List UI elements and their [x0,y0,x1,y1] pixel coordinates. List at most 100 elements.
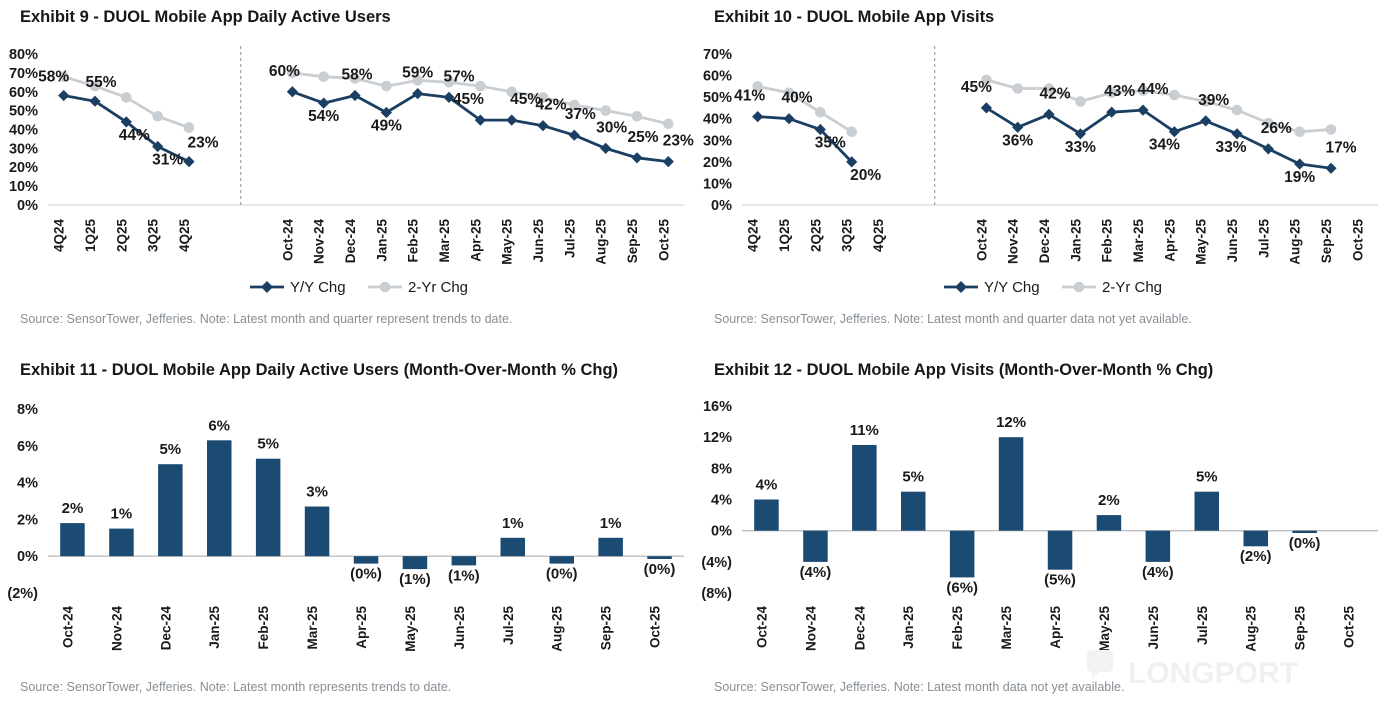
svg-text:8%: 8% [17,402,38,418]
svg-text:Aug-25: Aug-25 [594,219,609,265]
svg-text:May-25: May-25 [500,219,515,265]
svg-text:36%: 36% [1002,132,1033,149]
svg-text:Jun-25: Jun-25 [1225,219,1240,263]
svg-text:12%: 12% [703,430,732,446]
svg-text:(0%): (0%) [644,561,676,578]
svg-text:Y/Y Chg: Y/Y Chg [290,279,346,296]
svg-text:Apr-25: Apr-25 [354,606,369,649]
svg-text:Oct-25: Oct-25 [1350,219,1365,262]
svg-text:Dec-24: Dec-24 [852,606,867,651]
svg-text:20%: 20% [703,155,732,171]
svg-text:Mar-25: Mar-25 [1131,219,1146,263]
svg-text:(4%): (4%) [701,555,732,571]
svg-text:Apr-25: Apr-25 [468,219,483,262]
svg-text:Jan-25: Jan-25 [901,606,916,649]
svg-text:42%: 42% [535,97,566,114]
svg-text:42%: 42% [1039,85,1070,102]
svg-text:Apr-25: Apr-25 [1162,219,1177,262]
svg-text:Nov-24: Nov-24 [109,606,124,652]
svg-text:4%: 4% [17,476,38,492]
svg-text:2Q25: 2Q25 [114,219,129,253]
svg-text:Aug-25: Aug-25 [1288,219,1303,265]
svg-text:11%: 11% [850,422,879,439]
svg-text:Dec-24: Dec-24 [1037,219,1052,264]
svg-text:44%: 44% [1137,81,1168,98]
svg-text:60%: 60% [9,85,38,101]
svg-text:37%: 37% [565,106,596,123]
svg-text:Aug-25: Aug-25 [550,606,565,652]
svg-text:4Q24: 4Q24 [746,219,761,253]
svg-text:May-25: May-25 [403,606,418,652]
svg-text:Oct-25: Oct-25 [1342,606,1357,649]
svg-text:0%: 0% [711,524,732,540]
svg-text:2%: 2% [62,500,84,517]
svg-text:(1%): (1%) [399,571,431,588]
svg-text:Mar-25: Mar-25 [305,606,320,650]
svg-text:40%: 40% [781,90,812,107]
svg-text:54%: 54% [308,108,339,125]
svg-text:5%: 5% [902,469,924,486]
svg-text:(8%): (8%) [701,586,732,602]
svg-text:6%: 6% [17,439,38,455]
svg-text:(4%): (4%) [800,564,832,581]
svg-text:30%: 30% [9,141,38,157]
svg-text:Jul-25: Jul-25 [562,219,577,259]
svg-text:1Q25: 1Q25 [777,219,792,253]
svg-text:25%: 25% [627,129,658,146]
svg-text:Feb-25: Feb-25 [406,219,421,263]
svg-text:5%: 5% [159,441,181,458]
svg-text:0%: 0% [17,198,38,214]
svg-text:17%: 17% [1325,139,1356,156]
svg-text:Oct-24: Oct-24 [974,219,989,262]
svg-text:May-25: May-25 [1097,606,1112,652]
svg-text:50%: 50% [703,90,732,106]
svg-text:Oct-24: Oct-24 [280,219,295,262]
svg-text:Sep-25: Sep-25 [599,606,614,651]
svg-text:Dec-24: Dec-24 [343,219,358,264]
svg-text:(1%): (1%) [448,567,480,584]
svg-text:20%: 20% [850,167,881,184]
svg-text:2Q25: 2Q25 [808,219,823,253]
svg-text:4%: 4% [711,493,732,509]
svg-text:Nov-24: Nov-24 [1006,219,1021,265]
svg-text:(2%): (2%) [7,586,38,602]
svg-text:Jul-25: Jul-25 [501,606,516,646]
svg-text:Jun-25: Jun-25 [452,606,467,650]
svg-text:Feb-25: Feb-25 [256,606,271,650]
svg-text:39%: 39% [1198,92,1229,109]
svg-text:Jun-25: Jun-25 [1146,606,1161,650]
svg-text:3%: 3% [306,484,328,501]
svg-text:2-Yr Chg: 2-Yr Chg [1102,279,1162,296]
svg-text:10%: 10% [9,179,38,195]
svg-text:LONGPORT: LONGPORT [1128,657,1298,690]
svg-text:58%: 58% [38,69,69,86]
svg-text:Nov-24: Nov-24 [312,219,327,265]
svg-text:50%: 50% [9,104,38,120]
svg-text:Feb-25: Feb-25 [1100,219,1115,263]
svg-text:4%: 4% [756,477,778,494]
svg-text:(0%): (0%) [546,566,578,583]
svg-text:45%: 45% [453,91,484,108]
svg-text:3Q25: 3Q25 [146,219,161,253]
svg-text:34%: 34% [1149,137,1180,154]
svg-text:2%: 2% [17,512,38,528]
svg-text:Y/Y Chg: Y/Y Chg [984,279,1040,296]
svg-text:(5%): (5%) [1044,572,1076,589]
svg-text:30%: 30% [703,133,732,149]
svg-text:6%: 6% [208,417,230,434]
svg-text:80%: 80% [9,47,38,63]
svg-text:70%: 70% [9,66,38,82]
svg-text:58%: 58% [341,67,372,84]
svg-text:0%: 0% [17,549,38,565]
svg-text:40%: 40% [703,112,732,128]
svg-text:(6%): (6%) [946,579,978,596]
svg-text:Jul-25: Jul-25 [1256,219,1271,259]
svg-text:41%: 41% [734,88,765,105]
svg-text:Sep-25: Sep-25 [625,219,640,264]
svg-text:1%: 1% [600,515,622,532]
svg-text:Sep-25: Sep-25 [1319,219,1334,264]
svg-text:Oct-25: Oct-25 [648,606,663,649]
svg-text:60%: 60% [703,69,732,85]
svg-text:Jun-25: Jun-25 [531,219,546,263]
svg-text:May-25: May-25 [1194,219,1209,265]
